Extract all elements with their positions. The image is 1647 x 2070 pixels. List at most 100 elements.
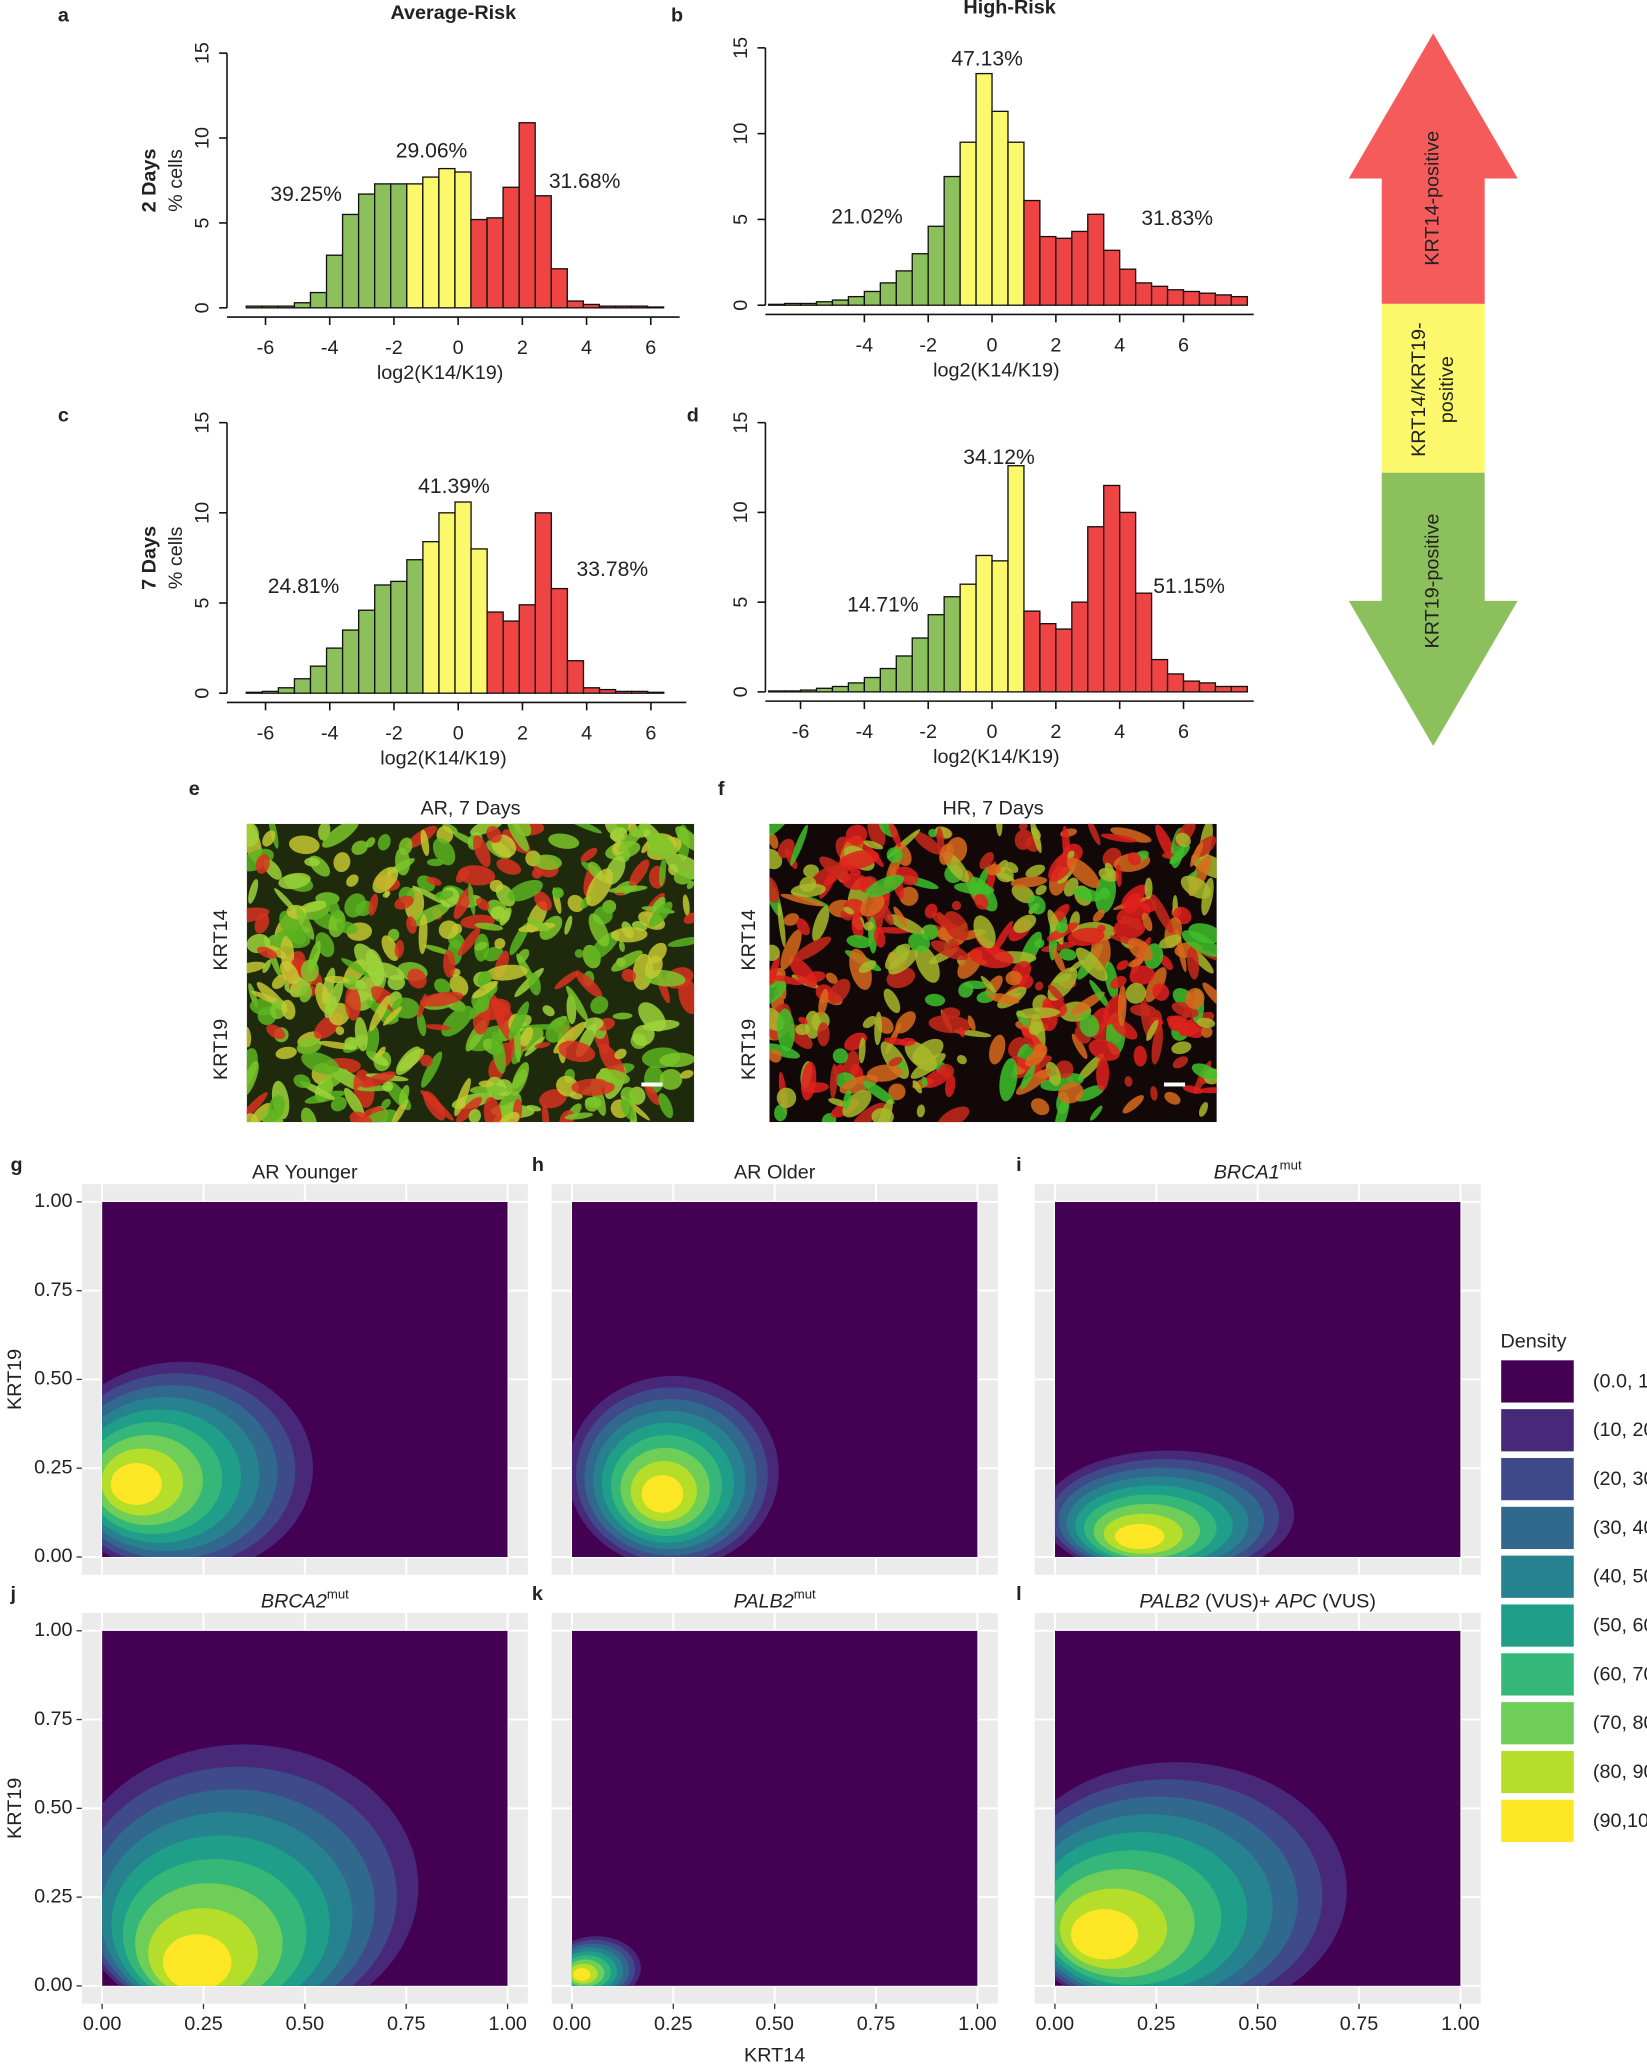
cell — [1025, 864, 1046, 878]
cell — [777, 838, 795, 859]
cell — [931, 912, 954, 930]
cell — [987, 993, 1020, 1005]
cell — [457, 865, 496, 886]
cell — [1125, 982, 1147, 1004]
bar — [582, 687, 601, 694]
x-axis-label: log2(K14/K19) — [933, 359, 1059, 381]
cell — [394, 939, 405, 958]
cell — [1133, 1045, 1147, 1067]
cell — [916, 1104, 926, 1118]
cell — [474, 922, 504, 931]
cell — [945, 1074, 956, 1098]
x-tick-label: 0 — [453, 337, 464, 359]
cell — [620, 1098, 636, 1121]
bar — [309, 665, 328, 694]
cell — [1010, 876, 1048, 888]
cell — [486, 964, 528, 981]
y-tick-label: 0.00 — [34, 1974, 73, 1996]
bar — [422, 176, 440, 309]
cell — [499, 907, 512, 926]
cell — [381, 935, 399, 962]
legend-swatch — [1499, 1749, 1576, 1795]
cell — [769, 1049, 782, 1063]
cell — [1034, 938, 1045, 949]
cell — [307, 940, 321, 973]
cell — [843, 906, 854, 915]
cell — [562, 823, 603, 834]
cell — [281, 999, 296, 1020]
cell — [365, 949, 385, 986]
cell — [1159, 954, 1173, 971]
cell — [486, 825, 502, 843]
legend-swatch — [1499, 1505, 1576, 1551]
y-tick-label: 10 — [730, 501, 752, 523]
cell — [346, 874, 359, 887]
cell — [659, 1068, 683, 1090]
cell — [268, 945, 287, 960]
cell — [1075, 1085, 1105, 1102]
bar — [1039, 235, 1057, 306]
cell — [884, 1037, 907, 1045]
bar — [598, 688, 617, 694]
cell — [330, 1096, 347, 1112]
cell — [893, 906, 908, 927]
cell — [798, 1016, 808, 1025]
cell — [426, 858, 444, 867]
percent-annotation: 29.06% — [396, 140, 468, 163]
cell — [552, 887, 564, 899]
bar — [1134, 282, 1153, 306]
cell — [830, 1063, 838, 1100]
bar — [959, 583, 977, 693]
bar — [245, 691, 263, 694]
bar — [991, 110, 1009, 306]
cell — [980, 975, 996, 993]
cell — [443, 950, 456, 978]
x-tick-label: 6 — [1178, 721, 1189, 743]
cell — [675, 826, 695, 852]
cell — [246, 1060, 259, 1097]
bar — [863, 290, 881, 306]
cell — [1171, 1041, 1192, 1055]
bar — [1198, 682, 1217, 693]
cell — [246, 1113, 259, 1123]
cell — [1127, 852, 1141, 866]
bar — [991, 560, 1009, 693]
cell — [825, 972, 838, 984]
cell — [556, 1075, 579, 1097]
cell — [886, 847, 903, 863]
density-level — [162, 1934, 232, 1986]
cell — [1059, 948, 1077, 961]
cell — [1142, 912, 1153, 932]
x-axis-label: log2(K14/K19) — [933, 746, 1059, 768]
cell — [539, 1089, 567, 1109]
cell — [458, 1099, 466, 1108]
y-tick-label: 15 — [730, 412, 752, 434]
cell — [1166, 1015, 1203, 1038]
cell — [773, 975, 804, 986]
x-tick-label: 2 — [1050, 334, 1061, 356]
cell — [1028, 1021, 1043, 1036]
density-surface — [571, 1201, 978, 1558]
cell — [571, 1078, 615, 1096]
bar — [1182, 680, 1201, 693]
cell — [293, 1074, 311, 1089]
cell — [1201, 1026, 1213, 1038]
cell — [526, 1105, 542, 1112]
cell — [249, 998, 277, 1016]
cell — [1089, 979, 1110, 1009]
panel-letter: f — [718, 778, 725, 800]
cell — [1150, 1086, 1158, 1101]
cell — [1146, 1019, 1159, 1042]
cell — [862, 1015, 877, 1029]
cell — [392, 997, 420, 1019]
cell — [888, 1083, 906, 1101]
cell — [783, 913, 800, 926]
cell — [1071, 1033, 1088, 1059]
cell — [838, 849, 880, 870]
x-tick-label: -4 — [856, 334, 874, 356]
cell — [1129, 1004, 1157, 1017]
title-part: (VUS) — [1317, 1591, 1376, 1613]
bar — [454, 171, 472, 309]
cell — [355, 979, 367, 990]
